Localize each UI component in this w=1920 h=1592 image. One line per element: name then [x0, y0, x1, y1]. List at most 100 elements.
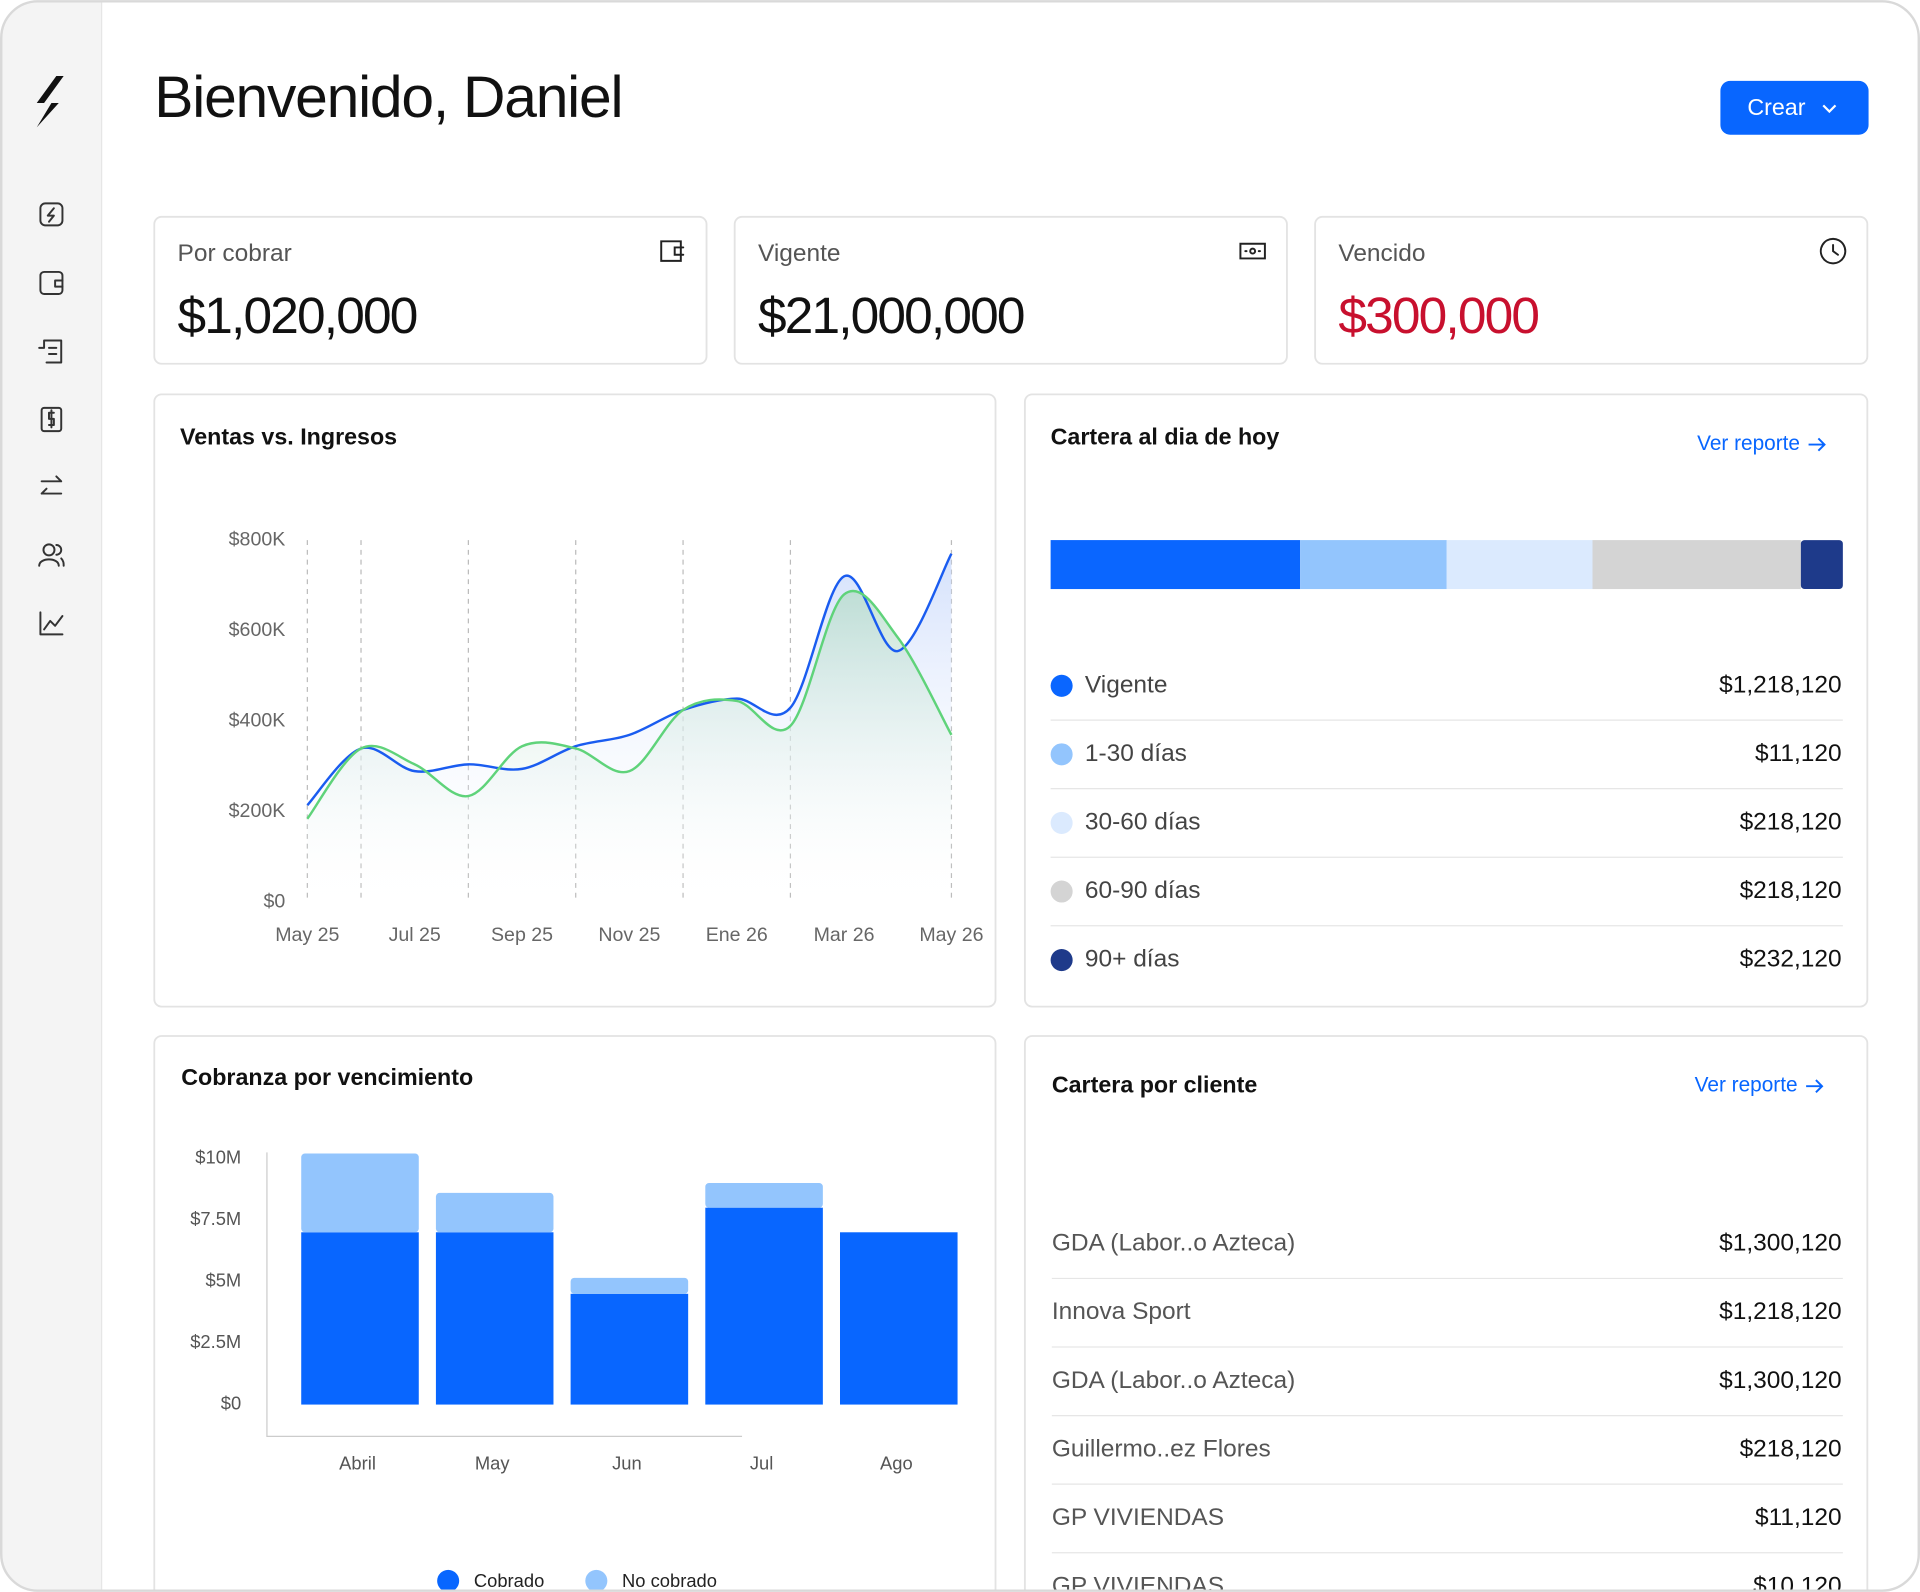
legend-dot — [1050, 880, 1073, 903]
legend-label: 30-60 días — [1085, 808, 1201, 835]
panel — [1023, 1035, 1869, 1591]
chart-title: Ventas vs. Ingresos — [180, 424, 397, 450]
nav-transfers[interactable] — [40, 475, 63, 495]
client-name: Guillermo..ez Flores — [1052, 1435, 1271, 1462]
bar-segment — [570, 1277, 689, 1294]
bar-segment — [840, 1232, 958, 1405]
card-icon — [1819, 237, 1847, 265]
card-icon — [1239, 242, 1266, 260]
panel — [1023, 393, 1869, 1008]
report-link[interactable]: Ver reporte — [1697, 432, 1800, 455]
stacked-segment — [1050, 540, 1301, 590]
sidebar — [1, 1, 102, 1591]
x-tick-label: Jun — [612, 1452, 642, 1473]
amount: $1,218,120 — [1719, 671, 1841, 698]
axis-line — [266, 1152, 743, 1438]
y-tick-label: $800K — [229, 528, 286, 550]
y-tick-label: $200K — [229, 800, 286, 822]
amount: $11,120 — [1755, 1504, 1842, 1531]
panel-title: Cartera al dia de hoy — [1051, 424, 1280, 450]
client-name: GP VIVIENDAS — [1052, 1572, 1224, 1592]
x-tick-label: Jul 25 — [389, 924, 441, 946]
bar-segment — [435, 1232, 554, 1405]
arrow-icon — [1808, 437, 1826, 452]
x-tick-label: Mar 26 — [814, 924, 875, 946]
legend-label: Cobrado — [474, 1570, 544, 1591]
legend-dot — [1050, 674, 1073, 697]
report-link[interactable]: Ver reporte — [1695, 1074, 1798, 1097]
nav-wallet[interactable] — [39, 270, 64, 295]
y-tick-label: $7.5M — [190, 1208, 241, 1229]
content: Bienvenido, Daniel Crear Por cobrar $1,02… — [1, 1, 1869, 1592]
panel-title: Cartera por cliente — [1052, 1071, 1258, 1097]
amount: $1,300,120 — [1719, 1367, 1841, 1394]
x-tick-label: Nov 25 — [598, 924, 660, 946]
y-tick-label: $5M — [206, 1269, 242, 1290]
x-tick-label: Abril — [339, 1452, 376, 1473]
card-label: Vigente — [758, 240, 841, 267]
client-name: Innova Sport — [1052, 1298, 1191, 1325]
amount: $1,300,120 — [1719, 1230, 1841, 1257]
stacked-segment — [1592, 540, 1801, 590]
client-name: GDA (Labor..o Azteca) — [1052, 1230, 1295, 1257]
legend-dot — [437, 1569, 460, 1591]
x-tick-label: May — [475, 1452, 511, 1473]
y-tick-label: $0 — [221, 1392, 241, 1413]
stacked-segment — [1446, 540, 1593, 590]
nav-clients[interactable] — [38, 543, 65, 567]
x-tick-label: Jul — [750, 1452, 773, 1473]
nav-docs[interactable] — [38, 339, 63, 364]
bar-segment — [705, 1183, 823, 1208]
line — [306, 589, 953, 820]
x-tick-label: May 26 — [919, 924, 983, 946]
client-name: GDA (Labor..o Azteca) — [1052, 1367, 1295, 1394]
legend-dot — [1050, 811, 1073, 834]
bar-segment — [301, 1232, 419, 1405]
panel — [153, 215, 708, 365]
stacked-segment — [1800, 540, 1843, 590]
legend-dot — [1050, 949, 1073, 972]
amount: $11,120 — [1755, 740, 1842, 767]
nav-icons — [38, 202, 65, 636]
x-tick-label: Ago — [880, 1452, 913, 1473]
y-tick-label: $2.5M — [190, 1331, 241, 1352]
legend-label: Vigente — [1085, 671, 1168, 698]
chevron — [1822, 104, 1837, 114]
page-title: Bienvenido, Daniel — [154, 65, 622, 130]
client-name: GP VIVIENDAS — [1052, 1504, 1224, 1531]
legend-dot — [585, 1569, 608, 1591]
line — [306, 553, 953, 806]
bar-segment — [301, 1153, 419, 1233]
x-tick-label: Sep 25 — [491, 924, 553, 946]
create-button[interactable]: Crear — [1720, 80, 1869, 135]
bar-segment — [570, 1293, 689, 1405]
x-tick-label: Ene 26 — [706, 924, 768, 946]
card-label: Por cobrar — [178, 240, 292, 267]
card-value: $21,000,000 — [758, 286, 1024, 344]
button-bg[interactable] — [1720, 80, 1869, 135]
chart-title: Cobranza por vencimiento — [181, 1064, 473, 1090]
nav-invoice[interactable] — [40, 406, 63, 433]
amount: $232,120 — [1740, 946, 1842, 973]
amount: $218,120 — [1740, 877, 1842, 904]
bar-segment — [435, 1192, 554, 1233]
amount: $1,218,120 — [1719, 1298, 1841, 1325]
stacked-segment — [1300, 540, 1447, 590]
y-tick-label: $400K — [229, 709, 286, 731]
card-value: $1,020,000 — [178, 286, 417, 344]
legend-label: No cobrado — [622, 1570, 717, 1591]
legend-label: 90+ días — [1085, 946, 1180, 973]
button-label[interactable]: Crear — [1747, 94, 1805, 120]
panel — [1314, 215, 1869, 365]
card-value: $300,000 — [1338, 286, 1538, 344]
area — [307, 590, 952, 903]
amount: $10,120 — [1753, 1572, 1841, 1592]
nav-home[interactable] — [39, 202, 64, 227]
x-tick-label: May 25 — [275, 924, 339, 946]
legend-dot — [1050, 743, 1073, 766]
amount: $218,120 — [1740, 808, 1842, 835]
y-tick-label: $600K — [229, 619, 286, 641]
logo[interactable] — [36, 76, 64, 128]
nav-reports[interactable] — [39, 611, 64, 636]
